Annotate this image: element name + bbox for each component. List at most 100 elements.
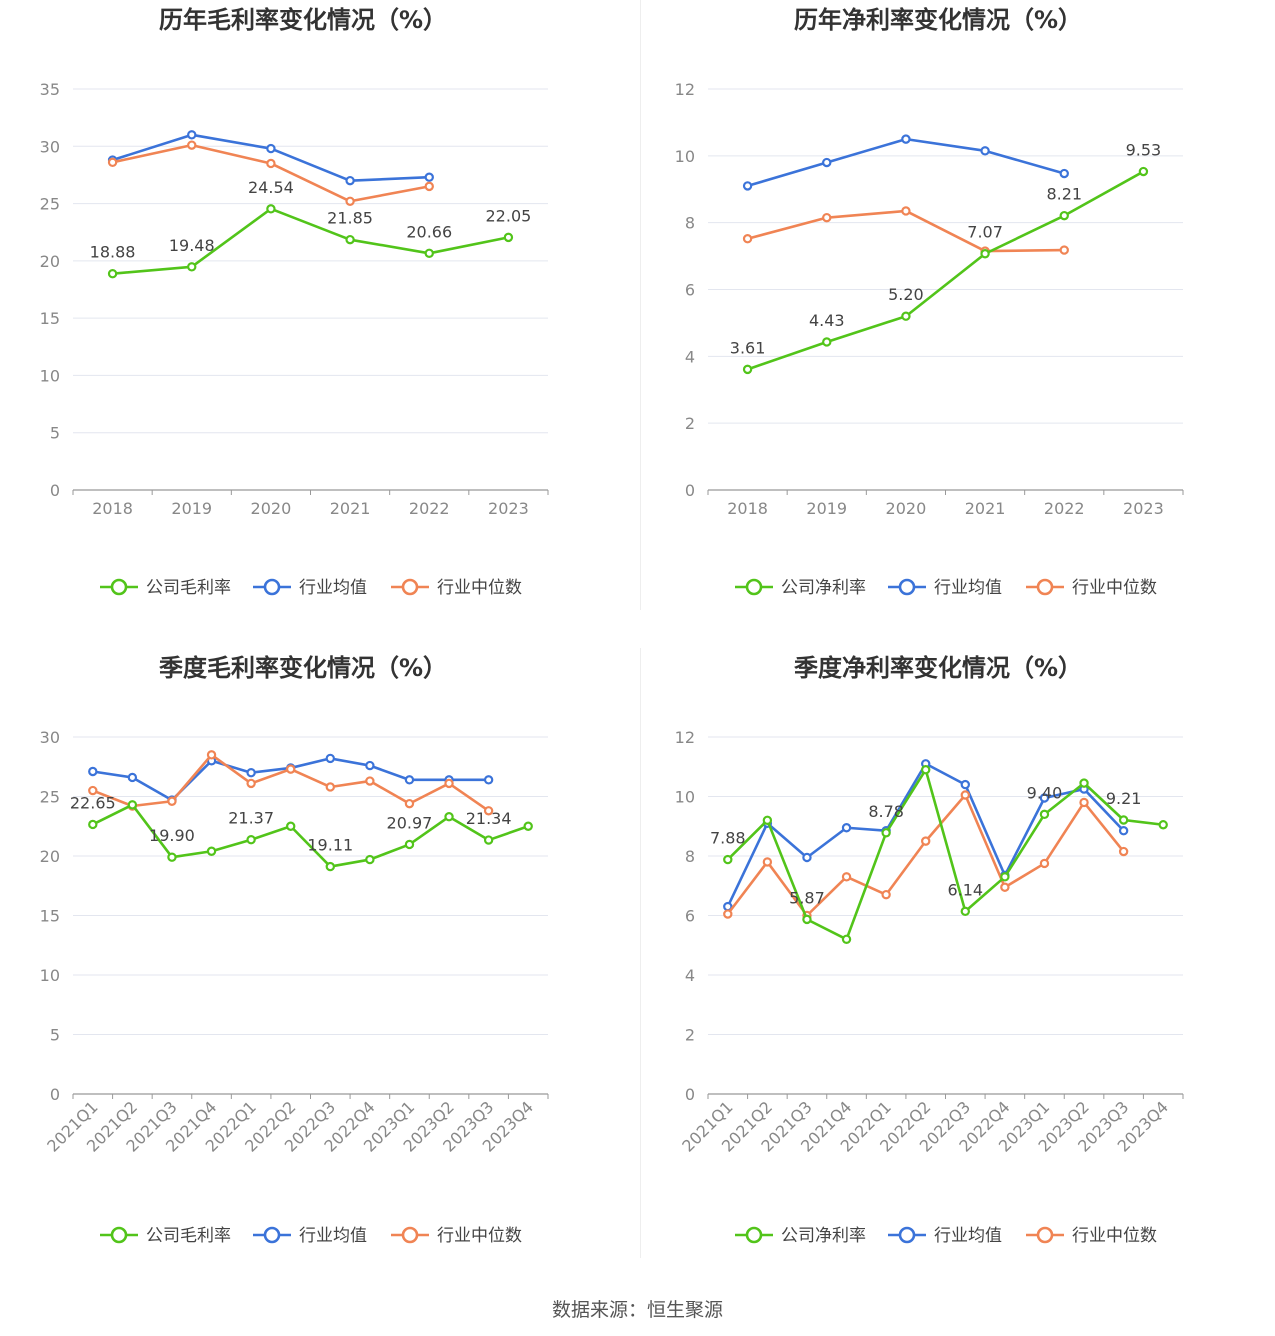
- data-point-company: [88, 819, 98, 830]
- y-tick-label: 8: [685, 214, 695, 233]
- data-point-company: [881, 828, 891, 838]
- y-tick-label: 2: [685, 414, 695, 433]
- legend-item-median: 行业中位数: [1026, 1226, 1157, 1246]
- data-point-median: [404, 798, 415, 809]
- series-line-company: [92, 803, 529, 868]
- legend-marker: [110, 1226, 128, 1244]
- data-point-company: [980, 249, 990, 259]
- data-point-median: [444, 778, 454, 789]
- legend-label: 行业均值: [299, 1226, 367, 1246]
- data-label: 19.11: [307, 836, 353, 855]
- data-point-median: [822, 212, 832, 223]
- data-point-avg: [187, 130, 197, 140]
- series-line-company: [747, 170, 1145, 371]
- data-point-median: [424, 181, 434, 192]
- data-point-company: [127, 800, 138, 810]
- data-point-avg: [127, 772, 138, 783]
- data-point-median: [742, 234, 753, 244]
- y-tick-label: 15: [40, 907, 60, 926]
- data-label: 7.88: [710, 829, 746, 848]
- data-point-avg: [960, 779, 970, 790]
- legend-marker: [1036, 1226, 1054, 1244]
- data-point-median: [206, 750, 217, 760]
- data-point-median: [960, 790, 970, 800]
- series-line-median: [726, 793, 1125, 917]
- data-point-median: [345, 196, 355, 206]
- x-tick-label: 2019: [171, 499, 212, 518]
- data-point-company: [901, 311, 911, 321]
- data-point-company: [444, 812, 454, 822]
- legend-item-avg: 行业均值: [888, 578, 1002, 598]
- y-tick-label: 0: [50, 481, 60, 500]
- y-tick-label: 0: [685, 481, 695, 500]
- chart-svg: 历年毛利率变化情况（%） 0 5 10 15 20 25 30 35 2018 2019 2020 20…: [40, 6, 549, 598]
- top-divider: [640, 0, 641, 610]
- data-point-avg: [1039, 793, 1050, 803]
- data-label: 8.21: [1046, 185, 1082, 204]
- legend-item-median: 行业中位数: [391, 578, 522, 598]
- data-point-company: [1158, 820, 1168, 830]
- series-line-company: [726, 768, 1164, 941]
- legend-label: 公司净利率: [781, 1226, 866, 1246]
- data-label: 20.97: [387, 813, 433, 832]
- y-tick-label: 15: [40, 309, 60, 328]
- data-point-company: [266, 204, 276, 214]
- legend-item-median: 行业中位数: [391, 1226, 522, 1246]
- data-point-company: [742, 364, 753, 375]
- chart-title: 历年毛利率变化情况（%）: [159, 6, 447, 34]
- data-point-avg: [841, 823, 852, 833]
- legend-label: 行业均值: [299, 578, 367, 598]
- data-label: 5.20: [888, 285, 924, 304]
- data-point-median: [483, 806, 494, 816]
- y-tick-label: 0: [50, 1085, 60, 1104]
- data-point-company: [107, 268, 118, 279]
- y-tick-label: 20: [40, 847, 60, 866]
- data-point-median: [246, 778, 256, 789]
- legend-marker: [110, 578, 128, 596]
- chart-svg: 历年净利率变化情况（%） 0 2 4 6 8 10 12 2018 2019 2020 2021 202…: [675, 6, 1184, 598]
- data-point-company: [762, 815, 773, 825]
- legend-item-company: 公司毛利率: [100, 578, 231, 598]
- data-point-company: [206, 846, 217, 856]
- chart-svg: 季度净利率变化情况（%）0246810122021Q12021Q22021Q32…: [675, 654, 1184, 1246]
- data-point-company: [921, 765, 931, 775]
- data-point-avg: [404, 775, 415, 785]
- legend-item-company: 公司净利率: [735, 1226, 866, 1246]
- legend-label: 行业中位数: [437, 578, 522, 598]
- legend-label: 行业均值: [934, 578, 1002, 598]
- y-tick-label: 4: [685, 347, 695, 366]
- series-line-avg: [112, 133, 430, 182]
- data-point-median: [921, 836, 931, 846]
- data-point-company: [404, 839, 415, 850]
- legend-item-avg: 行业均值: [253, 578, 367, 598]
- y-tick-label: 2: [685, 1026, 695, 1045]
- data-point-median: [266, 158, 276, 169]
- data-point-median: [167, 796, 177, 806]
- x-tick-label: 2021: [330, 499, 371, 518]
- legend-marker: [1036, 578, 1054, 596]
- x-tick-label: 2020: [251, 499, 292, 518]
- data-point-company: [286, 821, 296, 831]
- data-point-company: [1059, 210, 1069, 221]
- data-label: 9.21: [1106, 789, 1142, 808]
- data-label: 21.37: [228, 809, 274, 828]
- data-point-company: [345, 234, 355, 245]
- data-point-company: [1000, 872, 1010, 882]
- data-point-median: [1000, 882, 1010, 892]
- legend-marker: [263, 578, 281, 596]
- legend-item-median: 行业中位数: [1026, 578, 1157, 598]
- legend-label: 公司净利率: [781, 578, 866, 598]
- data-point-median: [88, 785, 98, 796]
- x-tick-label: 2018: [727, 499, 768, 518]
- legend-marker: [263, 1226, 281, 1244]
- data-point-avg: [345, 175, 355, 186]
- y-tick-label: 4: [685, 966, 695, 985]
- data-point-median: [901, 206, 911, 216]
- legend-marker: [401, 1226, 419, 1244]
- legend-marker: [898, 578, 916, 596]
- data-label: 9.40: [1027, 783, 1063, 802]
- data-point-company: [483, 835, 494, 845]
- y-tick-label: 5: [50, 1026, 60, 1045]
- data-point-company: [841, 934, 852, 944]
- data-point-median: [325, 782, 335, 792]
